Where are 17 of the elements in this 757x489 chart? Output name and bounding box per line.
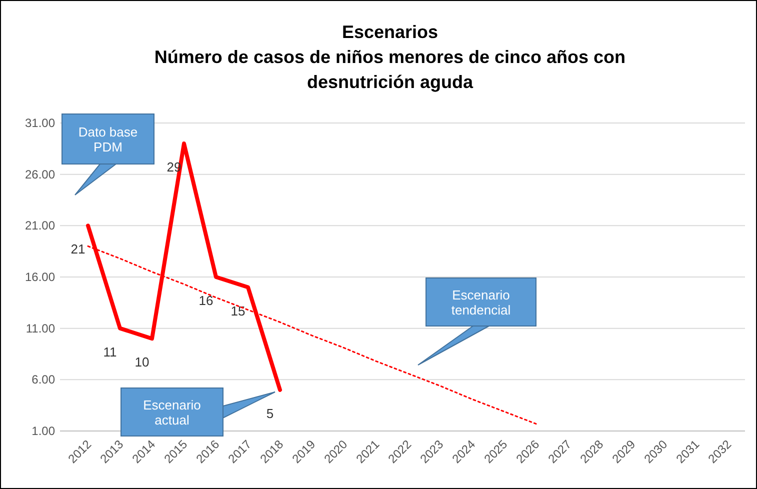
- data-label: 11: [103, 344, 117, 360]
- data-label: 16: [198, 293, 214, 308]
- data-label: 5: [266, 406, 274, 421]
- data-label: 15: [230, 303, 246, 318]
- y-tick-label: 1.00: [32, 424, 56, 438]
- annotation: Dato base PDM: [78, 124, 138, 154]
- y-tick-label: 31.00: [24, 116, 56, 130]
- y-tick-label: 21.00: [24, 218, 56, 233]
- y-tick-label: 11.00: [26, 321, 56, 336]
- y-tick-label: 26.00: [24, 167, 56, 182]
- y-tick-label: 16.00: [24, 270, 56, 284]
- annotation: Escenario actual: [143, 398, 201, 428]
- chart-title: Escenarios Número de casos de niños menores de cinco años con desnutrición aguda: [154, 22, 626, 92]
- y-tick-label: 6.00: [32, 372, 56, 387]
- data-label: 21: [70, 242, 86, 257]
- annotation: Escenario tendencial: [451, 288, 511, 318]
- data-label: 10: [134, 354, 150, 370]
